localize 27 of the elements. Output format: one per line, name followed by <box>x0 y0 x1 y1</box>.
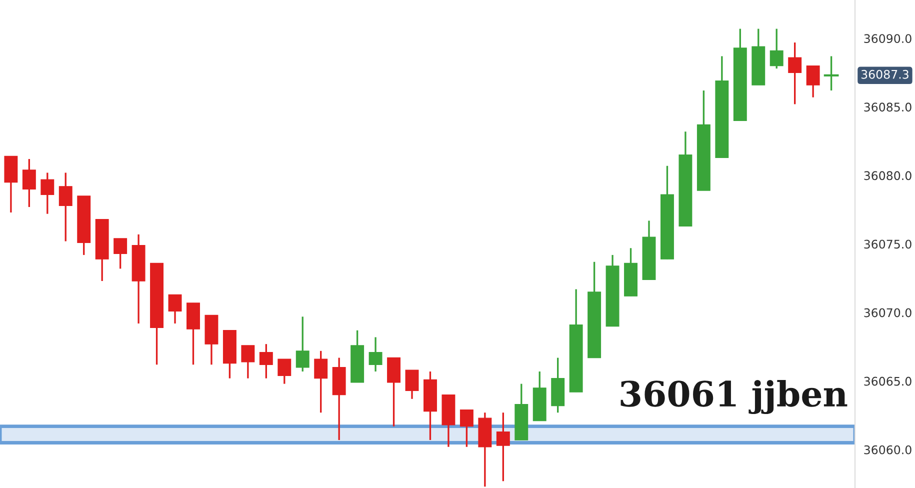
candlestick <box>241 344 255 380</box>
candlestick <box>368 336 382 372</box>
candlestick <box>58 172 72 242</box>
candlestick <box>40 172 54 215</box>
y-tick-label: 36060.0 <box>864 445 912 454</box>
text: 36087.3 <box>861 70 908 79</box>
candlestick <box>114 238 128 270</box>
candlestick <box>296 316 310 372</box>
candlestick <box>496 412 510 482</box>
candlestick <box>405 369 419 400</box>
candlestick <box>460 409 474 448</box>
candlestick <box>788 42 802 106</box>
candlestick <box>770 28 784 70</box>
candlestick <box>806 64 820 98</box>
candlestick <box>824 55 839 92</box>
y-tick-label: 36065.0 <box>864 376 912 386</box>
candlestick <box>22 158 36 208</box>
y-tick-label: 36080.0 <box>864 171 912 180</box>
annotation: 36061 jjben <box>620 380 848 414</box>
y-tick-label: 36085.0 <box>864 102 912 112</box>
candlestick <box>168 294 182 324</box>
y-tick-label: 36070.0 <box>864 308 912 318</box>
y-tick-label: 36075.0 <box>864 240 912 249</box>
y-tick-label: 36090.0 <box>864 34 912 44</box>
candlestick <box>314 350 328 414</box>
candlestick <box>259 343 273 380</box>
candlestick <box>278 358 292 385</box>
